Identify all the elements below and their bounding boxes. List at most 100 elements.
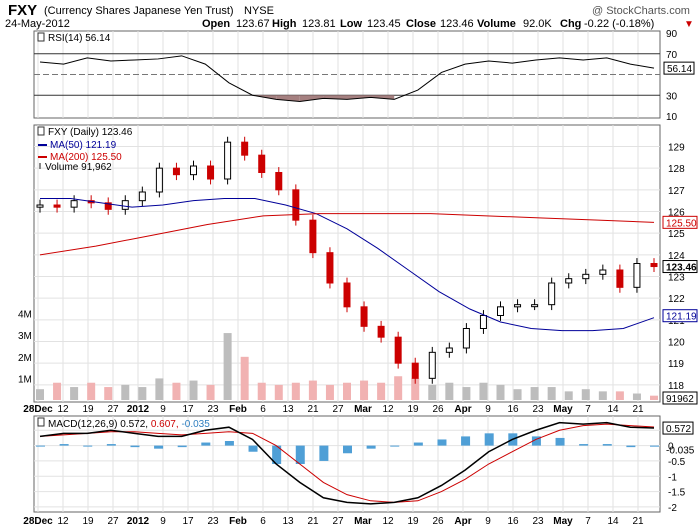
macd-legend-main: MACD(12,26,9) 0.572, bbox=[48, 419, 148, 430]
ma200-legend: MA(200) 125.50 bbox=[50, 152, 122, 163]
x-tick-label: 7 bbox=[585, 516, 591, 527]
volume-bar bbox=[581, 389, 590, 400]
x-tick-label: 23 bbox=[207, 404, 219, 415]
macd-histogram-bar bbox=[650, 445, 659, 447]
x-tick-label: 2012 bbox=[127, 516, 150, 527]
rsi-last-box bbox=[663, 61, 695, 75]
exchange-label: NYSE bbox=[244, 5, 274, 17]
candle-body bbox=[53, 204, 61, 208]
macd-y-tick: -0.5 bbox=[668, 457, 686, 468]
ma200-last-label: 125.50 bbox=[666, 218, 697, 229]
volume-bar bbox=[70, 387, 79, 400]
x-tick-label: 23 bbox=[532, 404, 544, 415]
x-tick-label: Mar bbox=[354, 516, 372, 527]
volume-bar bbox=[462, 387, 471, 400]
x-tick-label: 21 bbox=[307, 516, 319, 527]
rsi-y-tick: 90 bbox=[666, 29, 678, 40]
price-y-tick: 124 bbox=[668, 251, 685, 262]
x-tick-label: 13 bbox=[282, 404, 294, 415]
macd-histogram-bar bbox=[59, 444, 69, 446]
volume-bar bbox=[530, 387, 539, 400]
x-tick-label: 12 bbox=[57, 516, 69, 527]
x-tick-label: 13 bbox=[282, 516, 294, 527]
price-y-tick: 118 bbox=[668, 381, 684, 392]
price-panel bbox=[33, 124, 661, 403]
macd-histogram-bar bbox=[177, 445, 187, 448]
volume-bar bbox=[547, 387, 556, 400]
volume-bar bbox=[513, 389, 522, 400]
volume-bar bbox=[155, 378, 164, 400]
x-tick-label: 19 bbox=[407, 404, 419, 415]
volume-bar bbox=[138, 387, 147, 400]
x-tick-label: 6 bbox=[260, 404, 266, 415]
macd-last-box bbox=[662, 421, 694, 435]
macd-histogram-bar bbox=[413, 442, 423, 446]
price-chart: 1181191201211221231241251261271281291M2M… bbox=[18, 136, 698, 405]
volume-y-tick: 3M bbox=[18, 331, 32, 342]
open-label: Open bbox=[202, 18, 230, 30]
instrument-name: (Currency Shares Japanese Yen Trust) bbox=[44, 5, 234, 17]
macd-legend-icon bbox=[37, 417, 45, 427]
x-tick-label: 26 bbox=[432, 404, 444, 415]
candle-body bbox=[275, 172, 283, 191]
ma200-line bbox=[39, 213, 655, 256]
candle-body bbox=[121, 200, 129, 210]
candle-body bbox=[343, 282, 351, 308]
x-tick-label: May bbox=[553, 404, 573, 415]
candle-body bbox=[411, 362, 419, 379]
rsi-oversold-fill bbox=[299, 95, 324, 102]
candle-body bbox=[462, 328, 470, 349]
x-tick-label: 21 bbox=[632, 516, 644, 527]
x-tick-label: 19 bbox=[407, 516, 419, 527]
candle-body bbox=[70, 200, 78, 208]
volume-bar bbox=[377, 382, 386, 400]
ma50-legend: MA(50) 121.19 bbox=[50, 140, 117, 151]
macd-chart: 0.50-0.5-1-1.5-20.572-0.035 bbox=[36, 421, 695, 514]
x-tick-label: 14 bbox=[607, 516, 619, 527]
macd-y-tick: 0 bbox=[668, 442, 674, 453]
open-value: 123.67 bbox=[236, 18, 270, 30]
x-tick-label: Mar bbox=[354, 404, 372, 415]
macd-histogram-bar bbox=[319, 445, 329, 461]
candle-body bbox=[326, 252, 334, 284]
x-tick-label: 27 bbox=[332, 404, 344, 415]
volume-bar bbox=[325, 384, 334, 400]
volume-bar bbox=[104, 387, 113, 400]
x-tick-label: 19 bbox=[82, 516, 94, 527]
macd-histogram-bar bbox=[626, 445, 636, 448]
rsi-line bbox=[39, 55, 655, 102]
close-label: Close bbox=[406, 18, 436, 30]
volume-bar bbox=[394, 376, 403, 400]
volume-bar bbox=[36, 389, 44, 400]
volume-label: Volume bbox=[477, 18, 516, 30]
macd-histogram-bar bbox=[555, 437, 565, 446]
macd-histogram-bar bbox=[201, 442, 211, 446]
x-tick-label: 26 bbox=[432, 516, 444, 527]
candle-body bbox=[377, 325, 385, 338]
candle-body bbox=[207, 165, 215, 180]
volume-y-tick: 4M bbox=[18, 310, 32, 321]
x-tick-label: May bbox=[553, 516, 573, 527]
candle-body bbox=[633, 263, 641, 288]
x-tick-label: 28Dec bbox=[23, 516, 53, 527]
rsi-last-label: 56.14 bbox=[667, 64, 692, 75]
candle-body bbox=[172, 167, 180, 176]
rsi-oversold-fill bbox=[370, 95, 395, 100]
price-legend: FXY (Daily) 123.46 bbox=[48, 127, 133, 138]
volume-bar bbox=[189, 380, 198, 400]
x-tick-label: 17 bbox=[182, 516, 194, 527]
x-tick-label: 12 bbox=[382, 516, 394, 527]
candle-body bbox=[292, 189, 300, 221]
macd-y-tick: -1.5 bbox=[668, 488, 686, 499]
chart-date: 24-May-2012 bbox=[5, 18, 70, 30]
candle-body bbox=[224, 141, 232, 180]
ma50-last-label-box bbox=[662, 309, 698, 323]
volume-bar bbox=[308, 380, 317, 400]
macd-histogram-bar bbox=[461, 436, 471, 446]
x-tick-label: 2012 bbox=[127, 404, 150, 415]
change-value: -0.22 (-0.18%) bbox=[584, 18, 654, 30]
x-tick-label: 23 bbox=[532, 516, 544, 527]
candle-body bbox=[479, 315, 487, 329]
candle-body bbox=[599, 269, 607, 275]
candle-body bbox=[650, 263, 658, 268]
